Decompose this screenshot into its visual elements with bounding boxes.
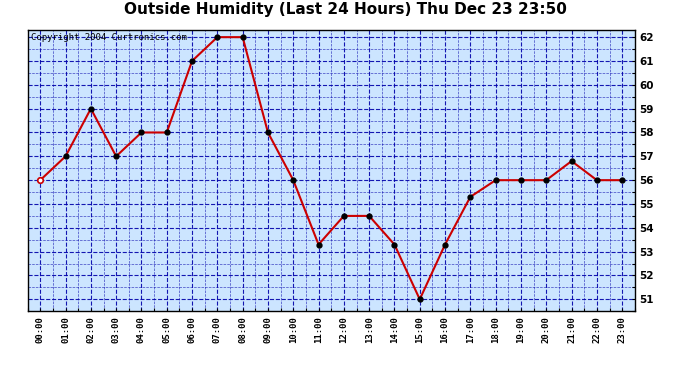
Text: Outside Humidity (Last 24 Hours) Thu Dec 23 23:50: Outside Humidity (Last 24 Hours) Thu Dec… — [124, 2, 566, 17]
Text: Copyright 2004 Curtronics.com: Copyright 2004 Curtronics.com — [30, 33, 186, 42]
